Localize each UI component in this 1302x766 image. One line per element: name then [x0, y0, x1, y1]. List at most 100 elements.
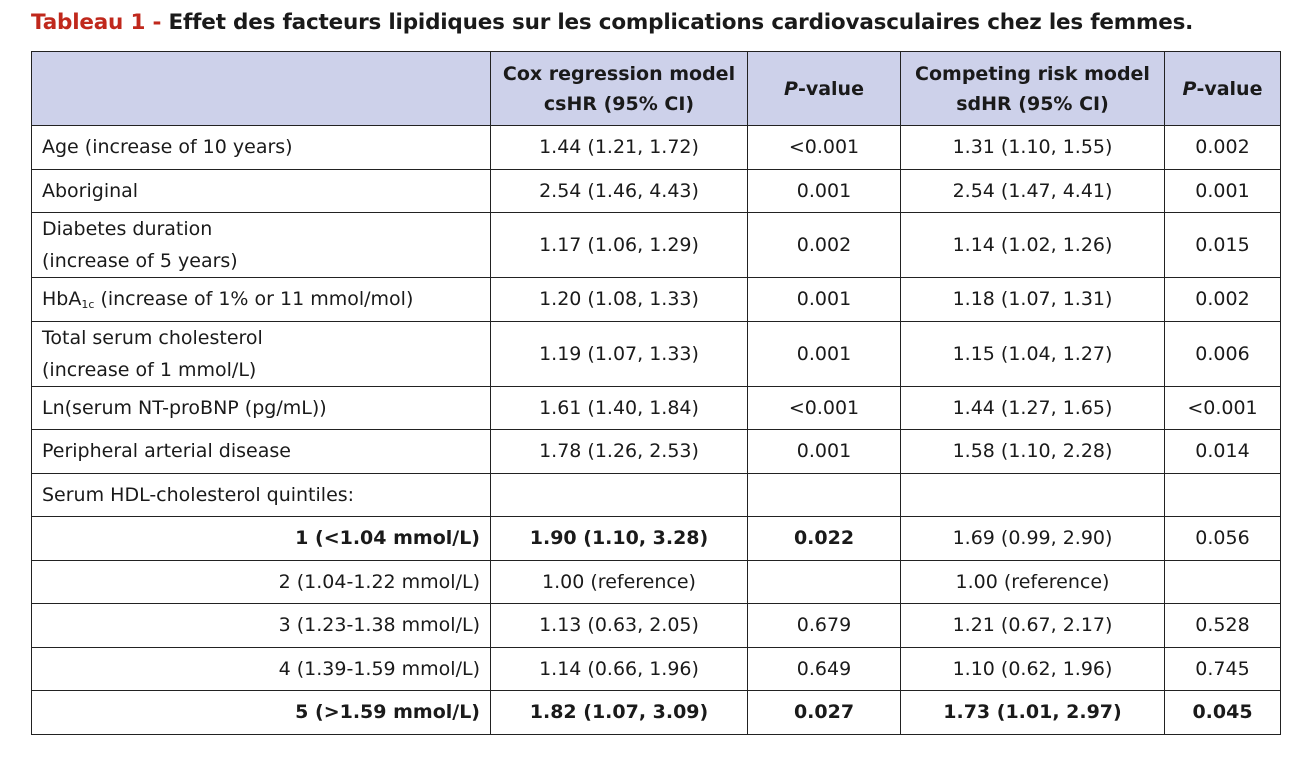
header-cox: Cox regression model csHR (95% CI) [490, 51, 748, 126]
competing-pvalue: 0.001 [1164, 168, 1281, 213]
table-row: Serum HDL-cholesterol quintiles: [31, 472, 1281, 517]
table-row: Age (increase of 10 years) 1.44 (1.21, 1… [31, 125, 1281, 170]
competing-hr: 1.58 (1.10, 2.28) [900, 429, 1165, 474]
row-label-line2: (increase of 1 mmol/L) [42, 358, 257, 381]
row-label: Age (increase of 10 years) [31, 125, 491, 170]
row-label: 5 (>1.59 mmol/L) [31, 690, 491, 735]
cox-hr: 1.17 (1.06, 1.29) [490, 212, 748, 278]
header-cox-line1: Cox regression model [502, 62, 736, 85]
row-label: Ln(serum NT-proBNP (pg/mL)) [31, 385, 491, 430]
table-row: HbA1c (increase of 1% or 11 mmol/mol) 1.… [31, 277, 1281, 322]
row-label: Aboriginal [31, 168, 491, 213]
row-label-rest: (increase of 1% or 11 mmol/mol) [94, 287, 414, 310]
competing-hr [900, 472, 1165, 517]
cox-pvalue: 0.649 [747, 646, 901, 691]
row-label-line1: Total serum cholesterol [42, 326, 263, 349]
cox-pvalue: 0.001 [747, 168, 901, 213]
competing-hr: 1.31 (1.10, 1.55) [900, 125, 1165, 170]
cox-pvalue: 0.001 [747, 429, 901, 474]
cox-hr: 1.14 (0.66, 1.96) [490, 646, 748, 691]
cox-pvalue: 0.002 [747, 212, 901, 278]
competing-pvalue: 0.745 [1164, 646, 1281, 691]
cox-pvalue: 0.001 [747, 320, 901, 387]
cox-hr: 1.90 (1.10, 3.28) [490, 516, 748, 561]
competing-pvalue: 0.002 [1164, 277, 1281, 322]
competing-pvalue: 0.006 [1164, 320, 1281, 387]
table-row: 2 (1.04-1.22 mmol/L) 1.00 (reference) 1.… [31, 559, 1281, 604]
row-label: 1 (<1.04 mmol/L) [31, 516, 491, 561]
row-label: 2 (1.04-1.22 mmol/L) [31, 559, 491, 604]
header-variable [31, 51, 491, 126]
row-label: Diabetes duration (increase of 5 years) [31, 212, 491, 278]
header-p-rest: -value [797, 77, 864, 100]
row-label-subscript: 1c [81, 297, 95, 311]
table-header-row: Cox regression model csHR (95% CI) P-val… [31, 51, 1281, 126]
competing-hr: 1.15 (1.04, 1.27) [900, 320, 1165, 387]
header-pvalue-1: P-value [747, 51, 901, 126]
cox-hr: 1.44 (1.21, 1.72) [490, 125, 748, 170]
cox-pvalue: 0.679 [747, 603, 901, 648]
cox-pvalue [747, 559, 901, 604]
cox-hr: 1.19 (1.07, 1.33) [490, 320, 748, 387]
cox-hr: 1.61 (1.40, 1.84) [490, 385, 748, 430]
competing-pvalue: 0.528 [1164, 603, 1281, 648]
row-label-main: HbA [42, 287, 82, 310]
competing-pvalue: 0.056 [1164, 516, 1281, 561]
cox-hr: 2.54 (1.46, 4.43) [490, 168, 748, 213]
table-row: Peripheral arterial disease 1.78 (1.26, … [31, 429, 1281, 474]
header-competing: Competing risk model sdHR (95% CI) [900, 51, 1165, 126]
table-row: 4 (1.39-1.59 mmol/L) 1.14 (0.66, 1.96) 0… [31, 646, 1281, 691]
row-label: HbA1c (increase of 1% or 11 mmol/mol) [31, 277, 491, 322]
competing-hr: 2.54 (1.47, 4.41) [900, 168, 1165, 213]
row-label-line1: Diabetes duration [42, 218, 213, 240]
header-p-rest: -value [1196, 77, 1263, 100]
cox-pvalue: <0.001 [747, 125, 901, 170]
table-row: 5 (>1.59 mmol/L) 1.82 (1.07, 3.09) 0.027… [31, 690, 1281, 735]
competing-pvalue [1164, 472, 1281, 517]
row-label: 4 (1.39-1.59 mmol/L) [31, 646, 491, 691]
header-competing-line1: Competing risk model [915, 62, 1150, 85]
table-row: Aboriginal 2.54 (1.46, 4.43) 0.001 2.54 … [31, 168, 1281, 213]
competing-pvalue: 0.045 [1164, 690, 1281, 735]
table-title: Tableau 1 - Effet des facteurs lipidique… [31, 10, 1193, 35]
competing-hr: 1.44 (1.27, 1.65) [900, 385, 1165, 430]
table-row: Total serum cholesterol (increase of 1 m… [31, 320, 1281, 387]
table-row: Diabetes duration (increase of 5 years) … [31, 212, 1281, 278]
cox-pvalue: 0.022 [747, 516, 901, 561]
results-table: Cox regression model csHR (95% CI) P-val… [31, 51, 1281, 735]
competing-hr: 1.69 (0.99, 2.90) [900, 516, 1165, 561]
competing-hr: 1.18 (1.07, 1.31) [900, 277, 1165, 322]
row-label: Serum HDL-cholesterol quintiles: [31, 472, 491, 517]
header-pvalue-2: P-value [1164, 51, 1281, 126]
competing-pvalue: 0.015 [1164, 212, 1281, 278]
table-number: Tableau 1 - [31, 10, 162, 35]
row-label: Total serum cholesterol (increase of 1 m… [31, 320, 491, 387]
row-label: Peripheral arterial disease [31, 429, 491, 474]
cox-hr: 1.13 (0.63, 2.05) [490, 603, 748, 648]
table-row: Ln(serum NT-proBNP (pg/mL)) 1.61 (1.40, … [31, 385, 1281, 430]
cox-pvalue: <0.001 [747, 385, 901, 430]
table-row: 1 (<1.04 mmol/L) 1.90 (1.10, 3.28) 0.022… [31, 516, 1281, 561]
competing-hr: 1.21 (0.67, 2.17) [900, 603, 1165, 648]
table-row: 3 (1.23-1.38 mmol/L) 1.13 (0.63, 2.05) 0… [31, 603, 1281, 648]
competing-pvalue: <0.001 [1164, 385, 1281, 430]
cox-hr: 1.20 (1.08, 1.33) [490, 277, 748, 322]
row-label-line2: (increase of 5 years) [42, 250, 238, 272]
cox-hr: 1.82 (1.07, 3.09) [490, 690, 748, 735]
competing-hr: 1.73 (1.01, 2.97) [900, 690, 1165, 735]
competing-hr: 1.00 (reference) [900, 559, 1165, 604]
header-p-letter: P [1182, 77, 1197, 100]
cox-hr: 1.78 (1.26, 2.53) [490, 429, 748, 474]
header-p-letter: P [784, 77, 798, 100]
row-label: 3 (1.23-1.38 mmol/L) [31, 603, 491, 648]
competing-pvalue [1164, 559, 1281, 604]
cox-pvalue: 0.001 [747, 277, 901, 322]
cox-pvalue [747, 472, 901, 517]
header-cox-line2: csHR (95% CI) [543, 92, 695, 115]
cox-pvalue: 0.027 [747, 690, 901, 735]
competing-pvalue: 0.002 [1164, 125, 1281, 170]
cox-hr: 1.00 (reference) [490, 559, 748, 604]
competing-hr: 1.10 (0.62, 1.96) [900, 646, 1165, 691]
competing-hr: 1.14 (1.02, 1.26) [900, 212, 1165, 278]
cox-hr [490, 472, 748, 517]
